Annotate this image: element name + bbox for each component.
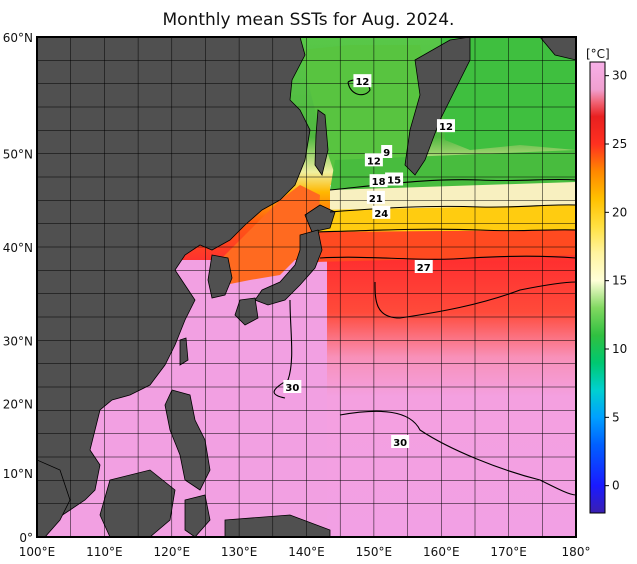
contour-label-box (391, 435, 410, 448)
x-tick-label: 120°E (154, 545, 191, 559)
malay-peninsula (37, 459, 71, 537)
x-tick-label: 140°E (288, 545, 325, 559)
colorbar-ticks: 30 25 20 15 10 5 0 (605, 69, 627, 493)
y-tick-label: 20°N (3, 398, 33, 412)
x-tick-label: 170°E (490, 545, 527, 559)
colorbar-tick-label: 5 (612, 410, 620, 424)
colorbar-tick-label: 25 (612, 137, 627, 151)
x-tick-label: 150°E (356, 545, 393, 559)
contour-label: 12 (367, 156, 381, 167)
kyushu (234, 297, 259, 326)
y-tick-label: 50°N (3, 148, 33, 162)
colorbar-tick-label: 20 (612, 205, 627, 219)
contour-label-box (381, 145, 393, 158)
contour-label-box (436, 119, 455, 133)
new-guinea (224, 514, 331, 537)
korea (207, 254, 233, 299)
contour-label: 27 (417, 263, 431, 274)
contour-label-box (366, 190, 385, 204)
colorbar-tick-label: 10 (612, 342, 627, 356)
colorbar-tick-label: 30 (612, 69, 627, 83)
y-tick-label: 30°N (3, 334, 33, 348)
x-tick-label: 130°E (221, 545, 258, 559)
okhotsk-sea (300, 45, 430, 180)
bering-region (440, 37, 576, 150)
contour-label-box (369, 174, 388, 188)
sea-of-japan (215, 185, 320, 285)
contour-label: 18 (372, 177, 386, 188)
contour-label: 9 (383, 148, 390, 159)
contour-label-box (385, 172, 404, 186)
sulawesi (184, 494, 211, 537)
alaska (539, 37, 576, 61)
contour-label-box (364, 153, 383, 167)
y-axis: 60°N 50°N 40°N 30°N 20°N 10°N 0° (3, 31, 33, 545)
colorbar-unit: [°C] (586, 47, 610, 61)
sakhalin (314, 109, 329, 176)
contour-label: 30 (393, 438, 407, 449)
colorbar-gradient (589, 61, 606, 514)
colorbar-tick-label: 0 (612, 479, 620, 493)
y-tick-label: 40°N (3, 241, 33, 255)
philippines (164, 389, 211, 491)
contour-label: 21 (369, 194, 383, 205)
x-tick-label: 100°E (19, 545, 56, 559)
x-tick-label: 160°E (423, 545, 460, 559)
contour-label-box (283, 380, 302, 393)
honshu (254, 229, 323, 306)
isotherms (273, 79, 576, 496)
graticule (37, 37, 576, 537)
taiwan (179, 337, 189, 366)
y-tick-label: 60°N (3, 31, 33, 45)
map-frame (36, 36, 577, 538)
contour-label-box (353, 74, 372, 88)
contour-label: 12 (355, 77, 369, 88)
x-axis: 100°E 110°E 120°E 130°E 140°E 150°E 160°… (19, 545, 591, 559)
map-title: Monthly mean SSTs for Aug. 2024. (162, 10, 455, 30)
colorbar: [°C] 30 25 20 15 10 5 0 (586, 47, 627, 514)
y-tick-label: 10°N (3, 467, 33, 481)
contour-label-box (414, 260, 433, 273)
contour-label-box (372, 205, 391, 219)
contour-label: 12 (439, 122, 453, 133)
contour-label: 15 (387, 176, 401, 187)
y-tick-label: 0° (19, 531, 33, 545)
x-tick-label: 110°E (86, 545, 123, 559)
colorbar-tick-label: 15 (612, 274, 627, 288)
contour-label: 30 (285, 383, 299, 394)
kuroshio-ext (315, 230, 576, 262)
hokkaido (304, 204, 336, 233)
contour-label: 24 (374, 209, 388, 220)
x-tick-label: 180° (562, 545, 591, 559)
